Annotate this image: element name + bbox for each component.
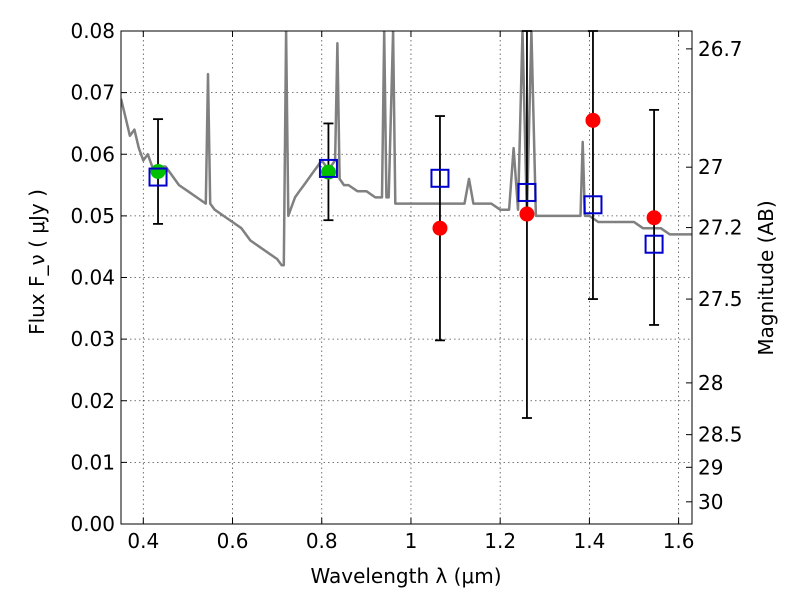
right-tick-label-0: 26.7 [698, 37, 743, 61]
red-point-2 [585, 112, 601, 128]
y-tick-label-2: 0.02 [70, 389, 115, 413]
error-bar-red-2 [587, 30, 598, 300]
x-tick-label-5: 1.4 [573, 529, 605, 553]
x-axis-label: Wavelength λ (μm) [310, 564, 501, 588]
right-axis-ticks: 26.7 27 27.2 27.5 28 28.5 29 30 [686, 37, 743, 514]
right-tick-label-2: 27.2 [698, 216, 743, 240]
red-point-1 [519, 206, 535, 222]
right-axis-label: Magnitude (AB) [754, 200, 778, 355]
model-boxes-layer [148, 158, 664, 254]
model-box-4 [583, 195, 603, 215]
grid-lines [121, 31, 692, 524]
error-bars-layer [153, 30, 660, 419]
right-tick-label-4: 28 [698, 371, 723, 395]
model-box-5 [644, 234, 664, 254]
y-tick-label-4: 0.04 [70, 266, 115, 290]
y-axis-ticks: 0.00 0.01 0.02 0.03 0.04 0.05 0.06 0.07 0.08 [70, 19, 127, 536]
y-tick-label-8: 0.08 [70, 19, 115, 43]
x-tick-label-1: 0.6 [217, 529, 249, 553]
right-tick-label-6: 29 [698, 455, 723, 479]
model-box-2 [430, 168, 450, 188]
x-tick-label-2: 0.8 [306, 529, 338, 553]
x-tick-label-0: 0.4 [127, 529, 159, 553]
red-point-3 [646, 210, 662, 226]
right-tick-label-3: 27.5 [698, 287, 743, 311]
y-tick-label-0: 0.00 [70, 512, 115, 536]
right-tick-label-5: 28.5 [698, 423, 743, 447]
x-axis-ticks: 0.4 0.6 0.8 1 1.2 1.4 1.6 [127, 31, 695, 553]
model-spectrum-layer [121, 31, 692, 267]
red-point-0 [432, 220, 448, 236]
x-tick-label-6: 1.6 [663, 529, 695, 553]
model-box-1 [318, 158, 338, 178]
y-tick-label-1: 0.01 [70, 450, 115, 474]
x-tick-label-3: 1 [405, 529, 418, 553]
y-axis-label: Flux F_ν ( μJy ) [25, 189, 49, 335]
model-box-0 [148, 167, 168, 187]
green-point-0 [150, 164, 166, 180]
right-tick-label-7: 30 [698, 490, 723, 514]
y-tick-label-3: 0.03 [70, 327, 115, 351]
right-tick-label-1: 27 [698, 155, 723, 179]
y-tick-label-5: 0.05 [70, 204, 115, 228]
data-points-layer [150, 112, 662, 236]
y-tick-label-7: 0.07 [70, 81, 115, 105]
green-point-1 [320, 164, 336, 180]
model-spectrum-line [121, 31, 692, 267]
model-box-3 [517, 182, 537, 202]
y-tick-label-6: 0.06 [70, 142, 115, 166]
x-tick-label-4: 1.2 [484, 529, 516, 553]
